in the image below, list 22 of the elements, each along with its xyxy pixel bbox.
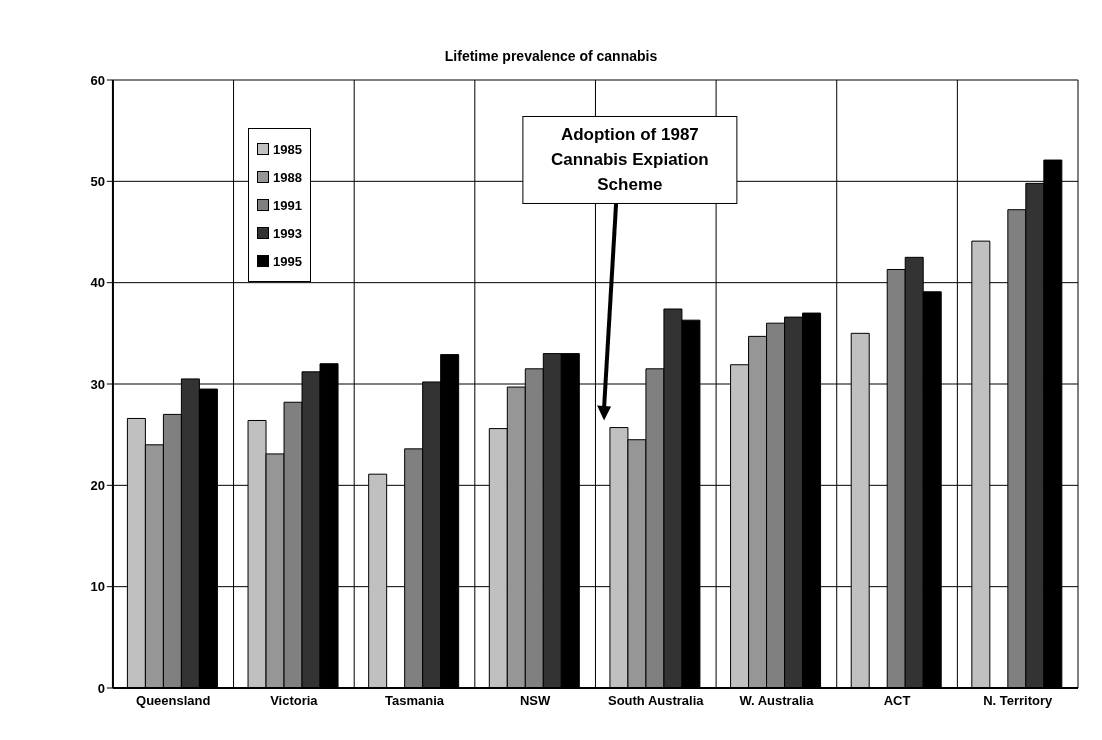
annotation: Adoption of 1987 Cannabis Expiation Scheme xyxy=(551,125,709,195)
y-tick-label: 50 xyxy=(90,173,105,189)
y-tick-label: 10 xyxy=(90,579,105,595)
x-tick-label: South Australia xyxy=(607,693,705,709)
x-tick-label: Tasmania xyxy=(385,693,445,709)
legend-label: 1988 xyxy=(273,169,302,185)
x-tick-label: ACT xyxy=(883,693,911,709)
y-tick-label: 40 xyxy=(90,275,105,291)
x-tick-label: W. Australia xyxy=(739,693,815,709)
x-tick-label: NSW xyxy=(519,693,552,709)
chart-title: Lifetime prevalence of cannabis xyxy=(443,48,659,64)
x-tick-label: Queensland xyxy=(136,693,211,709)
x-tick-label: Victoria xyxy=(270,693,319,709)
x-tick-label: N. Territory xyxy=(983,693,1053,709)
legend-label: 1985 xyxy=(273,141,302,157)
legend-label: 1993 xyxy=(273,225,302,241)
legend-label: 1995 xyxy=(273,253,302,269)
y-tick-label: 0 xyxy=(97,680,105,696)
legend-label: 1991 xyxy=(273,197,302,213)
y-tick-label: 20 xyxy=(90,477,105,493)
y-tick-label: 60 xyxy=(90,72,105,88)
y-tick-label: 30 xyxy=(90,376,105,392)
